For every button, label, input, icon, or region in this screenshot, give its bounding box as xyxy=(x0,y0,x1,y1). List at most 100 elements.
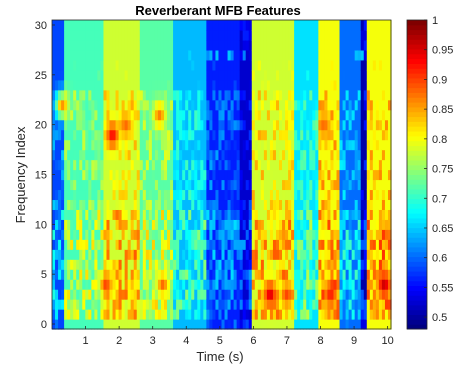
heatmap-cell xyxy=(354,109,359,121)
heatmap-cell xyxy=(148,199,153,210)
heatmap-cell xyxy=(188,289,192,300)
heatmap-cell xyxy=(203,20,207,31)
heatmap-cell xyxy=(315,249,319,260)
heatmap-cell xyxy=(248,99,253,111)
heatmap-cell xyxy=(285,239,289,250)
heatmap-cell xyxy=(366,239,371,250)
heatmap-cell xyxy=(300,49,304,61)
heatmap-cell xyxy=(157,159,162,171)
heatmap-cell xyxy=(357,279,362,290)
heatmap-cell xyxy=(336,49,341,61)
heatmap-cell xyxy=(254,109,259,121)
heatmap-cell xyxy=(97,199,102,210)
heatmap-cell xyxy=(185,299,189,310)
heatmap-cell xyxy=(357,69,362,81)
heatmap-cell xyxy=(369,39,374,51)
heatmap-cell xyxy=(245,169,250,181)
heatmap-cell xyxy=(378,239,383,250)
heatmap-cell xyxy=(351,249,356,260)
heatmap-cell xyxy=(297,299,301,310)
heatmap-cell xyxy=(224,79,229,91)
heatmap-cell xyxy=(342,99,347,111)
heatmap-cell xyxy=(85,149,89,161)
heatmap-cell xyxy=(73,289,77,300)
heatmap-cell xyxy=(366,219,371,230)
heatmap-cell xyxy=(200,159,204,171)
heatmap-cell xyxy=(61,259,65,270)
heatmap-cell xyxy=(94,99,99,111)
heatmap-cell xyxy=(100,20,105,31)
heatmap-cell xyxy=(112,289,117,300)
heatmap-cell xyxy=(366,289,371,300)
heatmap-cell xyxy=(191,59,195,71)
heatmap-cell xyxy=(291,259,295,270)
heatmap-cell xyxy=(315,119,319,131)
colorbar-swatch xyxy=(407,188,427,195)
heatmap-cell xyxy=(221,99,226,111)
heatmap-cell xyxy=(227,169,232,181)
heatmap-cell xyxy=(160,99,165,111)
heatmap-cell xyxy=(221,139,226,151)
heatmap-cell xyxy=(375,69,380,81)
heatmap-cell xyxy=(342,59,347,71)
heatmap-cell xyxy=(82,239,86,250)
heatmap-cell xyxy=(300,69,304,81)
heatmap-cell xyxy=(188,20,192,31)
heatmap-cell xyxy=(227,189,232,201)
heatmap-cell xyxy=(272,179,277,191)
heatmap-cell xyxy=(378,229,383,240)
heatmap-cell xyxy=(91,239,95,250)
heatmap-cell xyxy=(248,189,253,201)
heatmap-cell xyxy=(100,289,105,300)
heatmap-cell xyxy=(194,119,198,131)
heatmap-cell xyxy=(109,129,114,141)
heatmap-cell xyxy=(197,159,201,171)
heatmap-cell xyxy=(64,59,68,71)
colorbar-swatch xyxy=(407,29,427,35)
heatmap-cell xyxy=(230,319,235,330)
heatmap-cell xyxy=(73,279,77,290)
heatmap-cell xyxy=(154,109,159,121)
heatmap-cell xyxy=(242,219,247,230)
heatmap-cell xyxy=(79,269,83,280)
heatmap-cell xyxy=(179,79,183,91)
heatmap-cell xyxy=(130,39,135,51)
heatmap-cell xyxy=(351,179,356,191)
heatmap-cell xyxy=(378,209,383,220)
heatmap-cell xyxy=(306,129,310,141)
heatmap-cell xyxy=(109,299,114,310)
heatmap-cell xyxy=(321,99,326,111)
heatmap-cell xyxy=(360,169,365,181)
heatmap-cell xyxy=(233,149,238,161)
heatmap-cell xyxy=(61,199,65,210)
heatmap-cell xyxy=(297,69,301,81)
heatmap-cell xyxy=(260,219,265,230)
heatmap-cell xyxy=(339,29,344,41)
colorbar-swatch xyxy=(407,237,427,243)
heatmap-cell xyxy=(254,289,259,300)
heatmap-cell xyxy=(160,309,165,320)
heatmap-cell xyxy=(282,149,286,161)
heatmap-cell xyxy=(303,199,307,210)
heatmap-cell xyxy=(94,129,99,141)
heatmap-cell xyxy=(387,309,392,320)
heatmap-cell xyxy=(182,279,186,290)
heatmap-cell xyxy=(318,299,322,310)
heatmap-cell xyxy=(100,179,105,191)
heatmap-cell xyxy=(212,269,217,280)
heatmap-cell xyxy=(52,49,56,61)
heatmap-cell xyxy=(263,309,268,320)
heatmap-cell xyxy=(254,259,259,270)
heatmap-cell xyxy=(82,179,86,191)
heatmap-cell xyxy=(203,209,207,220)
heatmap-cell xyxy=(55,179,59,191)
heatmap-cell xyxy=(272,189,277,201)
heatmap-cell xyxy=(118,99,123,111)
colorbar-swatch xyxy=(407,232,427,238)
heatmap-cell xyxy=(245,39,250,51)
heatmap-cell xyxy=(360,109,365,121)
heatmap-cell xyxy=(215,119,220,131)
heatmap-cell xyxy=(254,119,259,131)
colorbar-swatch xyxy=(407,193,427,200)
